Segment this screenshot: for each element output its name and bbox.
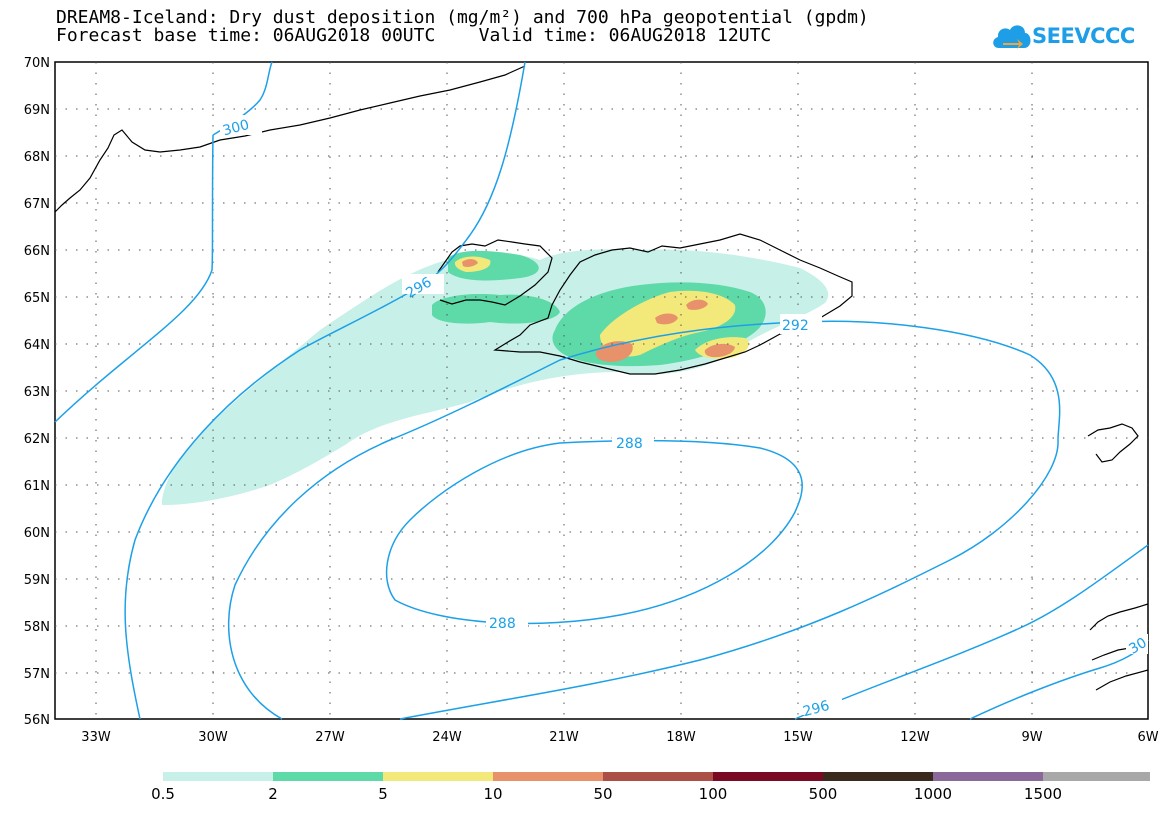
colorbar-swatch (933, 772, 1043, 781)
colorbar-swatch (383, 772, 493, 781)
lat-label: 67N (24, 197, 50, 212)
lat-label: 69N (24, 103, 50, 118)
contour-label-296-south: 296 (801, 698, 831, 720)
lon-label: 18W (666, 730, 696, 745)
colorbar-labels: 0.5 2 5 10 50 100 500 1000 1500 (151, 785, 1062, 803)
lat-label: 58N (24, 620, 50, 635)
colorbar-label: 100 (699, 785, 728, 803)
colorbar-label: 1500 (1024, 785, 1062, 803)
contour-288 (385, 439, 803, 625)
lat-label: 59N (24, 573, 50, 588)
lon-label: 21W (549, 730, 579, 745)
title-line-2: Forecast base time: 06AUG2018 00UTC Vali… (56, 25, 772, 46)
dust-area-10-e (462, 259, 478, 267)
seevccc-logo: SEEVCCC (990, 18, 1140, 58)
lat-label: 68N (24, 150, 50, 165)
contour-label-288-north: 288 (616, 436, 643, 452)
lat-label: 66N (24, 244, 50, 259)
geopotential-contours (54, 61, 1149, 720)
colorbar-swatch (493, 772, 603, 781)
cloud-icon (993, 25, 1031, 49)
contour-label-300: 300 (221, 117, 251, 139)
dust-area-10-d (686, 299, 708, 310)
lon-label: 24W (432, 730, 462, 745)
colorbar-swatch (603, 772, 713, 781)
lat-label: 64N (24, 338, 50, 353)
title-line-1: DREAM8-Iceland: Dry dust deposition (mg/… (56, 7, 869, 28)
lat-label: 60N (24, 526, 50, 541)
colorbar-label: 1000 (914, 785, 952, 803)
dust-area-10-c (655, 313, 678, 325)
lat-label: 70N (24, 56, 50, 71)
colorbar-label: 2 (268, 785, 278, 803)
coastlines (54, 65, 1149, 691)
colorbar (163, 772, 1150, 781)
latitude-labels: 70N 69N 68N 67N 66N 65N 64N 63N 62N 61N … (24, 56, 50, 728)
contour-292 (227, 320, 1061, 720)
contour-296-southeast (794, 544, 1149, 720)
graticule (55, 62, 1148, 719)
dust-area-2-west (432, 294, 560, 324)
colorbar-swatch (823, 772, 933, 781)
lon-label: 27W (315, 730, 345, 745)
colorbar-swatch (1043, 772, 1150, 781)
lon-label: 12W (900, 730, 930, 745)
contour-296 (124, 61, 526, 720)
colorbar-label: 500 (809, 785, 838, 803)
lat-label: 57N (24, 667, 50, 682)
lon-label: 30W (198, 730, 228, 745)
lat-label: 65N (24, 291, 50, 306)
contour-300-west (54, 134, 214, 423)
lon-label: 9W (1021, 730, 1042, 745)
longitude-labels: 33W 30W 27W 24W 21W 18W 15W 12W 9W 6W (81, 730, 1158, 745)
contour-label-300-edge: 30 (1126, 635, 1149, 658)
colorbar-label: 0.5 (151, 785, 175, 803)
logo-text: SEEVCCC (1032, 24, 1135, 48)
iceland-main-coast (493, 233, 853, 375)
colorbar-label: 10 (483, 785, 502, 803)
lon-label: 6W (1137, 730, 1158, 745)
contour-label-group: 300 296 292 288 288 296 30 (220, 115, 1150, 720)
colorbar-swatch (713, 772, 823, 781)
colorbar-swatch (163, 772, 273, 781)
greenland-coast (54, 65, 526, 213)
lon-label: 15W (783, 730, 813, 745)
lon-label: 33W (81, 730, 111, 745)
dust-shading (162, 249, 829, 505)
colorbar-swatch (273, 772, 383, 781)
contour-label-288-south: 288 (489, 616, 516, 632)
colorbar-label: 50 (593, 785, 612, 803)
dust-area-10-b (704, 343, 735, 358)
lat-label: 61N (24, 479, 50, 494)
lat-label: 62N (24, 432, 50, 447)
faroe-islands (1087, 423, 1139, 463)
lat-label: 63N (24, 385, 50, 400)
colorbar-label: 5 (378, 785, 388, 803)
contour-label-292: 292 (782, 318, 809, 334)
lat-label: 56N (24, 713, 50, 728)
dust-area-10-a (595, 341, 633, 362)
